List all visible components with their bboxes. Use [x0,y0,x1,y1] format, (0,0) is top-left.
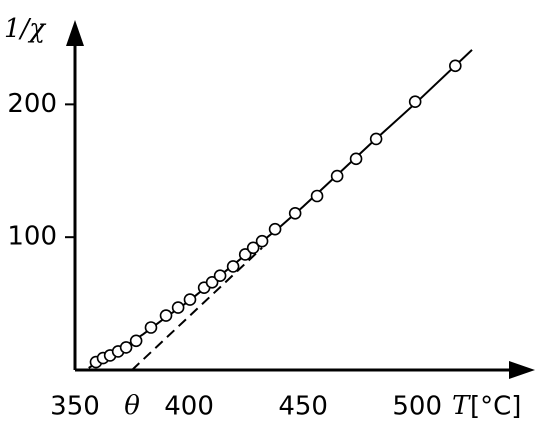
data-point [268,222,282,236]
data-point [449,59,462,73]
data-point [205,276,219,289]
data-point [238,248,252,261]
data-point [255,234,269,248]
y-tick-label: 100 [7,222,57,252]
y-axis-arrow [66,20,84,46]
y-axis-label: 1/χ [4,14,47,44]
data-point [183,293,197,306]
data-point [408,95,422,109]
data-point [144,321,158,334]
x-tick-label: 350 [50,392,100,422]
data-point [171,301,185,314]
data-point [349,152,363,166]
y-tick-label: 200 [7,89,57,119]
x-tick-label: θ [124,391,140,421]
x-tick-label: 450 [278,392,328,422]
data-point [129,334,143,348]
data-point [330,169,344,183]
data-point [213,269,227,282]
data-point [310,189,324,203]
x-tick-label: 500 [392,392,442,422]
data-point [119,341,133,354]
data-point [246,241,260,255]
x-axis-label: T [452,391,471,421]
data-point [369,132,383,146]
data-point [159,309,173,322]
data-point [288,206,302,220]
x-axis-unit: [°C] [470,392,521,422]
x-axis-arrow [509,361,535,379]
asymptote-line [131,247,263,371]
x-tick-label: 400 [164,392,214,422]
data-point [226,260,240,273]
